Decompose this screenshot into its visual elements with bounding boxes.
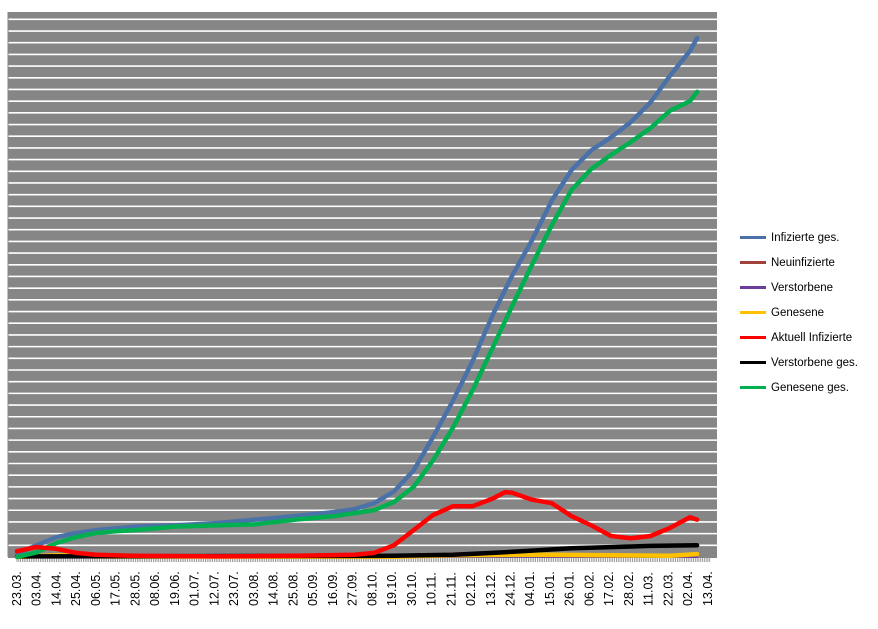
x-tick-label: 30.10. — [405, 571, 419, 606]
x-tick-label: 08.06. — [148, 571, 162, 606]
x-tick-label: 27.09. — [346, 571, 360, 606]
legend-item: Verstorbene — [740, 275, 858, 300]
legend-swatch — [740, 236, 766, 239]
x-tick-label: 19.06. — [168, 571, 182, 606]
x-tick-label: 13.04. — [701, 571, 715, 606]
x-tick-label: 19.10. — [385, 571, 399, 606]
x-tick-label: 23.03. — [10, 571, 24, 606]
legend-label: Infizierte ges. — [771, 231, 840, 244]
x-tick-label: 03.08. — [247, 571, 261, 606]
x-tick-label: 03.04. — [30, 571, 44, 606]
x-tick-label: 06.02. — [582, 571, 596, 606]
x-tick-label: 11.03. — [642, 572, 656, 606]
legend-item: Neuinfizierte — [740, 250, 858, 275]
x-tick-label: 26.01. — [563, 571, 577, 606]
x-tick-label: 25.04. — [69, 571, 83, 606]
series-lines — [14, 35, 700, 560]
legend-label: Verstorbene ges. — [771, 356, 858, 369]
series-line-genesene-ges- — [14, 89, 700, 560]
legend-item: Verstorbene ges. — [740, 350, 858, 375]
x-tick-label: 17.05. — [109, 571, 123, 606]
x-tick-label: 28.05. — [128, 571, 142, 606]
legend-item: Aktuell Infizierte — [740, 325, 858, 350]
legend-swatch — [740, 386, 766, 389]
legend-swatch — [740, 286, 766, 289]
plot-area — [8, 12, 717, 557]
x-tick-label: 06.05. — [89, 571, 103, 606]
legend-label: Aktuell Infizierte — [771, 331, 853, 344]
legend-item: Infizierte ges. — [740, 225, 858, 250]
x-tick-label: 28.02. — [622, 571, 636, 606]
legend-swatch — [740, 261, 766, 264]
legend-label: Neuinfizierte — [771, 256, 835, 269]
legend: Infizierte ges. Neuinfizierte Verstorbene G… — [740, 225, 858, 400]
legend-label: Genesene ges. — [771, 381, 850, 394]
x-tick-label: 21.11. — [444, 572, 458, 606]
legend-swatch — [740, 311, 766, 314]
x-tick-label: 14.08. — [267, 571, 281, 606]
series-line-verstorbene-ges- — [14, 543, 700, 559]
x-tick-label: 24.12. — [504, 571, 518, 606]
x-tick-label: 23.07. — [227, 571, 241, 606]
x-tick-label: 17.02. — [602, 571, 616, 606]
series-line-aktuell-infizierte — [14, 489, 700, 559]
x-tick-label: 15.01. — [543, 571, 557, 606]
x-tick-label: 08.10. — [365, 571, 379, 606]
legend-item: Genesene ges. — [740, 375, 858, 400]
x-tick-label: 05.09. — [306, 571, 320, 606]
x-tick-label: 10.11. — [425, 572, 439, 606]
x-tick-label: 12.07. — [207, 571, 221, 606]
legend-label: Genesene — [771, 306, 825, 319]
x-tick-label: 01.07. — [188, 571, 202, 606]
x-tick-label: 22.03. — [661, 571, 675, 606]
x-tick-label: 04.01. — [523, 571, 537, 606]
legend-swatch — [740, 361, 766, 364]
legend-label: Verstorbene — [771, 281, 834, 294]
legend-item: Genesene — [740, 300, 858, 325]
x-tick-label: 13.12. — [484, 571, 498, 606]
legend-swatch — [740, 336, 766, 339]
x-tick-label: 16.09. — [326, 571, 340, 606]
x-tick-label: 02.12. — [464, 571, 478, 606]
x-tick-label: 14.04. — [49, 571, 63, 606]
x-tick-label: 02.04. — [681, 571, 695, 606]
x-tick-label: 25.08. — [286, 571, 300, 606]
x-axis-labels: 23.03. 03.04. 14.04. 25.04. 06.05. 17.05. 28.0… — [10, 571, 715, 606]
series-line-infizierte-ges- — [14, 35, 700, 556]
